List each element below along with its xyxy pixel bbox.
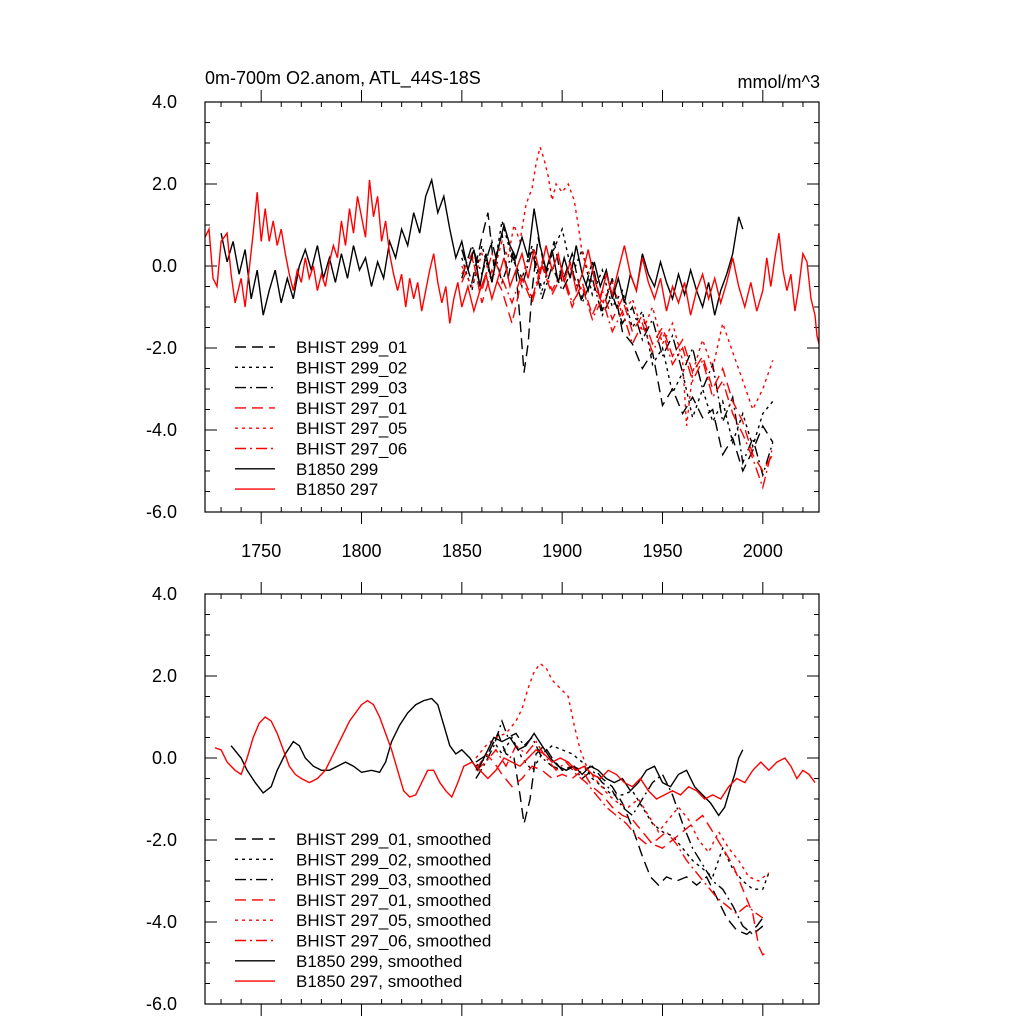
legend-label: BHIST 299_01, smoothed bbox=[296, 830, 491, 849]
legend-label: BHIST 297_01, smoothed bbox=[296, 891, 491, 910]
legend-label: B1850 297 bbox=[296, 480, 378, 499]
series-line bbox=[475, 752, 770, 956]
legend-label: BHIST 299_02 bbox=[296, 358, 407, 377]
legend-label: B1850 299, smoothed bbox=[296, 952, 462, 971]
x-tick-label: 1800 bbox=[341, 541, 381, 561]
series-line bbox=[461, 212, 774, 473]
y-tick-label: -2.0 bbox=[146, 830, 177, 850]
y-tick-label: 0.0 bbox=[152, 748, 177, 768]
legend-label: BHIST 299_02, smoothed bbox=[296, 850, 491, 869]
series-line bbox=[461, 238, 774, 478]
legend-label: BHIST 297_06 bbox=[296, 440, 407, 459]
y-tick-label: -2.0 bbox=[146, 338, 177, 358]
chart-title: 0m-700m O2.anom, ATL_44S-18S bbox=[205, 68, 481, 89]
series-line bbox=[475, 718, 764, 936]
legend-label: BHIST 297_01 bbox=[296, 399, 407, 418]
x-tick-label: 1950 bbox=[642, 541, 682, 561]
plot-frame bbox=[204, 101, 820, 513]
series-line bbox=[475, 662, 770, 882]
y-tick-label: -6.0 bbox=[146, 502, 177, 522]
series-line bbox=[230, 697, 744, 817]
panel-bottom: -6.0 -4.0 -2.0 0.0 2.0 4.0 BHIST 299_01, smoot… bbox=[146, 582, 820, 1016]
y-tick-label: 4.0 bbox=[152, 584, 177, 604]
x-tick-label: 2000 bbox=[743, 541, 783, 561]
legend-label: BHIST 297_05, smoothed bbox=[296, 911, 491, 930]
legend-label: BHIST 297_06, smoothed bbox=[296, 932, 491, 951]
plot-frame bbox=[204, 593, 820, 1005]
series-line bbox=[461, 251, 774, 473]
y-tick-label: -4.0 bbox=[146, 420, 177, 440]
legend-label: B1850 297, smoothed bbox=[296, 972, 462, 991]
series-line bbox=[475, 736, 770, 890]
y-tick-label: -4.0 bbox=[146, 912, 177, 932]
y-tick-label: 2.0 bbox=[152, 174, 177, 194]
legend-label: BHIST 299_03 bbox=[296, 379, 407, 398]
x-tick-label: 1850 bbox=[442, 541, 482, 561]
legend-label: B1850 299 bbox=[296, 460, 378, 479]
legend-label: BHIST 299_01 bbox=[296, 338, 407, 357]
series-line bbox=[205, 179, 819, 345]
y-tick-label: 2.0 bbox=[152, 666, 177, 686]
series-line bbox=[214, 699, 816, 800]
y-tick-label: -6.0 bbox=[146, 994, 177, 1014]
series-line bbox=[461, 144, 774, 426]
series-line bbox=[220, 177, 744, 316]
x-tick-label: 1900 bbox=[542, 541, 582, 561]
x-tick-label: 1750 bbox=[241, 541, 281, 561]
y-tick-label: 0.0 bbox=[152, 256, 177, 276]
panel-top: 1750 1800 1850 1900 1950 2000 -6.0 -4.0 -2.0 0.0 2… bbox=[146, 90, 820, 561]
series-line bbox=[475, 740, 764, 919]
y-tick-label: 4.0 bbox=[152, 92, 177, 112]
series-line bbox=[461, 251, 774, 490]
series-line bbox=[475, 731, 764, 936]
legend-label: BHIST 299_03, smoothed bbox=[296, 871, 491, 890]
chart-units: mmol/m^3 bbox=[738, 72, 820, 92]
legend-label: BHIST 297_05 bbox=[296, 419, 407, 438]
